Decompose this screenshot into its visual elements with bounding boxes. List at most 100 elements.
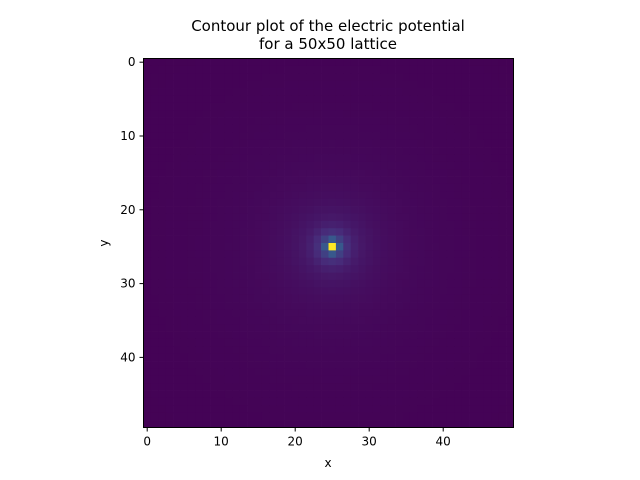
heatmap-cell bbox=[350, 206, 359, 214]
heatmap-cell bbox=[284, 65, 292, 74]
heatmap-cell bbox=[506, 287, 514, 296]
heatmap-cell bbox=[232, 346, 241, 355]
heatmap-cell bbox=[232, 390, 241, 399]
heatmap-cell bbox=[350, 80, 359, 89]
heatmap-cell bbox=[454, 279, 463, 288]
heatmap-cell bbox=[335, 272, 344, 281]
heatmap-cell bbox=[239, 309, 248, 318]
heatmap-cell bbox=[328, 228, 337, 236]
heatmap-cell bbox=[498, 250, 507, 259]
heatmap-cell bbox=[469, 287, 477, 296]
heatmap-cell bbox=[165, 346, 174, 355]
heatmap-cell bbox=[424, 420, 433, 428]
heatmap-cell bbox=[195, 250, 204, 259]
heatmap-cell bbox=[432, 368, 440, 377]
heatmap-cell bbox=[165, 309, 174, 318]
heatmap-cell bbox=[469, 228, 477, 236]
heatmap-cell bbox=[409, 383, 418, 391]
heatmap-cell bbox=[387, 324, 396, 332]
heatmap-cell bbox=[409, 405, 418, 414]
heatmap-cell bbox=[454, 257, 463, 266]
heatmap-cell bbox=[261, 110, 270, 118]
heatmap-cell bbox=[306, 80, 315, 89]
heatmap-cell bbox=[158, 206, 167, 214]
heatmap-cell bbox=[395, 287, 403, 296]
heatmap-cell bbox=[328, 139, 337, 148]
heatmap-cell bbox=[424, 316, 433, 325]
heatmap-cell bbox=[269, 324, 278, 332]
heatmap-cell bbox=[298, 353, 307, 362]
heatmap-cell bbox=[424, 235, 433, 244]
heatmap-cell bbox=[365, 191, 374, 200]
heatmap-cell bbox=[439, 88, 448, 96]
heatmap-cell bbox=[409, 361, 418, 369]
heatmap-cell bbox=[461, 331, 470, 340]
heatmap-cell bbox=[432, 279, 440, 288]
heatmap-cell bbox=[187, 176, 196, 185]
heatmap-cell bbox=[210, 353, 218, 362]
heatmap-cell bbox=[202, 324, 211, 332]
heatmap-cell bbox=[217, 338, 226, 347]
heatmap-cell bbox=[224, 198, 233, 207]
heatmap-cell bbox=[217, 375, 226, 384]
heatmap-cell bbox=[432, 191, 440, 200]
heatmap-cell bbox=[276, 169, 285, 177]
heatmap-cell bbox=[506, 132, 514, 141]
heatmap-cell bbox=[365, 139, 374, 148]
heatmap-cell bbox=[298, 124, 307, 133]
heatmap-cell bbox=[454, 265, 463, 273]
heatmap-cell bbox=[180, 169, 189, 177]
heatmap-cell bbox=[328, 124, 337, 133]
heatmap-cell bbox=[432, 58, 440, 67]
heatmap-cell bbox=[469, 147, 477, 155]
heatmap-cell bbox=[469, 420, 477, 428]
heatmap-cell bbox=[343, 287, 352, 296]
heatmap-cell bbox=[439, 139, 448, 148]
heatmap-cell bbox=[239, 368, 248, 377]
heatmap-cell bbox=[446, 124, 455, 133]
heatmap-cell bbox=[335, 346, 344, 355]
heatmap-cell bbox=[210, 169, 218, 177]
heatmap-cell bbox=[313, 375, 322, 384]
heatmap-cell bbox=[439, 198, 448, 207]
heatmap-cell bbox=[150, 420, 159, 428]
heatmap-cell bbox=[380, 235, 389, 244]
heatmap-cell bbox=[446, 309, 455, 318]
heatmap-cell bbox=[387, 220, 396, 229]
heatmap-cell bbox=[491, 272, 500, 281]
heatmap-cell bbox=[387, 309, 396, 318]
heatmap-cell bbox=[424, 390, 433, 399]
heatmap-cell bbox=[424, 250, 433, 259]
heatmap-cell bbox=[173, 243, 181, 251]
heatmap-cell bbox=[446, 95, 455, 104]
heatmap-cell bbox=[269, 338, 278, 347]
heatmap-cell bbox=[313, 397, 322, 406]
heatmap-cell bbox=[165, 139, 174, 148]
heatmap-cell bbox=[202, 102, 211, 111]
x-axis-label: x bbox=[324, 456, 331, 470]
heatmap-cell bbox=[239, 243, 248, 251]
heatmap-cell bbox=[402, 294, 411, 303]
heatmap-cell bbox=[202, 58, 211, 67]
heatmap-cell bbox=[210, 73, 218, 81]
heatmap-cell bbox=[284, 132, 292, 141]
heatmap-cell bbox=[409, 397, 418, 406]
heatmap-cell bbox=[328, 102, 337, 111]
heatmap-cell bbox=[387, 206, 396, 214]
heatmap-cell bbox=[313, 361, 322, 369]
heatmap-cell bbox=[291, 161, 300, 170]
heatmap-cell bbox=[454, 272, 463, 281]
heatmap-cell bbox=[432, 257, 440, 266]
heatmap-cell bbox=[143, 287, 152, 296]
heatmap-cell bbox=[269, 95, 278, 104]
heatmap-cell bbox=[498, 361, 507, 369]
heatmap-cell bbox=[439, 154, 448, 163]
heatmap-cell bbox=[254, 243, 263, 251]
heatmap-cell bbox=[210, 257, 218, 266]
heatmap-cell bbox=[239, 390, 248, 399]
heatmap-cell bbox=[269, 191, 278, 200]
heatmap-cell bbox=[387, 272, 396, 281]
heatmap-cell bbox=[180, 235, 189, 244]
heatmap-cell bbox=[298, 206, 307, 214]
